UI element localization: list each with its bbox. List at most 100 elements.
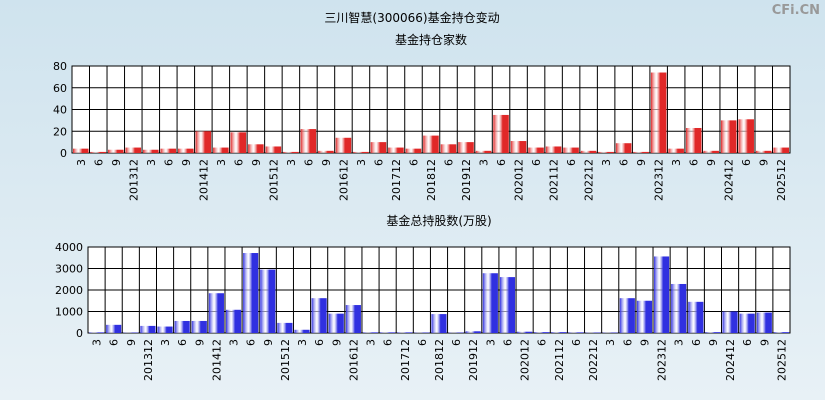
y-tick-label: 40 (53, 104, 67, 117)
bar (773, 148, 789, 153)
bar (126, 148, 142, 153)
x-tick-label: 3 (673, 339, 686, 346)
bar (568, 332, 583, 333)
y-tick-label: 20 (53, 125, 67, 138)
x-tick-label: 6 (245, 339, 258, 346)
x-tick-label: 201712 (390, 159, 403, 201)
x-tick-label: 9 (110, 159, 123, 166)
bar (637, 301, 652, 333)
x-tick-label: 202512 (775, 159, 788, 201)
x-tick-label: 6 (108, 339, 121, 346)
x-tick-label: 9 (320, 159, 333, 166)
bar (231, 132, 247, 153)
x-tick-label: 6 (372, 159, 385, 166)
x-tick-label: 6 (741, 339, 754, 346)
bar (551, 332, 566, 333)
bar (688, 302, 703, 333)
bar (397, 332, 412, 333)
bar (108, 150, 124, 153)
bar (458, 142, 474, 153)
x-tick-label: 202312 (656, 339, 669, 381)
bar (528, 148, 544, 153)
x-tick-label: 202412 (724, 339, 737, 381)
x-tick-label: 6 (232, 159, 245, 166)
x-tick-label: 6 (501, 339, 514, 346)
bar (294, 330, 309, 333)
bar (740, 314, 755, 333)
bar (517, 332, 532, 333)
bar (318, 151, 334, 153)
bar (616, 143, 632, 153)
x-tick-label: 6 (740, 159, 753, 166)
bar (336, 138, 352, 153)
x-tick-label: 202212 (583, 159, 596, 201)
x-tick-label: 6 (382, 339, 395, 346)
bar (476, 151, 492, 153)
bar (161, 149, 177, 153)
x-tick-label: 201812 (433, 339, 446, 381)
x-tick-label: 3 (604, 339, 617, 346)
y-tick-label: 80 (53, 60, 67, 73)
x-tick-label: 6 (536, 339, 549, 346)
bar (721, 120, 737, 153)
x-tick-label: 3 (215, 159, 228, 166)
bar (546, 146, 562, 153)
bar (140, 326, 155, 333)
x-tick-label: 3 (159, 339, 172, 346)
bar (723, 312, 738, 334)
x-tick-label: 6 (313, 339, 326, 346)
bar (277, 323, 292, 333)
bar (563, 148, 579, 153)
bar (423, 136, 439, 153)
y-tick-label: 3000 (55, 263, 83, 276)
x-tick-label: 9 (330, 339, 343, 346)
x-tick-label: 6 (618, 159, 631, 166)
bar (774, 332, 789, 333)
bar (363, 332, 378, 333)
bar (651, 73, 667, 153)
bar (329, 314, 344, 333)
chart-title: 基金持仓家数 (395, 32, 467, 47)
x-tick-label: 202512 (775, 339, 788, 381)
bar (654, 256, 669, 333)
x-tick-label: 201612 (347, 339, 360, 381)
y-tick-label: 60 (53, 82, 67, 95)
x-tick-label: 9 (250, 159, 263, 166)
x-tick-label: 3 (296, 339, 309, 346)
bar (441, 144, 457, 153)
x-tick-label: 202012 (513, 159, 526, 201)
x-tick-label: 3 (365, 339, 378, 346)
x-tick-label: 201812 (425, 159, 438, 201)
x-tick-label: 3 (91, 339, 104, 346)
x-tick-label: 3 (670, 159, 683, 166)
x-tick-label: 6 (302, 159, 315, 166)
bar (283, 152, 299, 153)
bar (581, 151, 597, 153)
bar (157, 327, 172, 333)
x-tick-label: 3 (355, 159, 368, 166)
bar (756, 151, 772, 153)
x-tick-label: 201512 (267, 159, 280, 201)
bar (686, 128, 702, 153)
x-tick-label: 6 (92, 159, 105, 166)
bar (266, 146, 282, 153)
bar (89, 332, 104, 333)
x-tick-label: 9 (125, 339, 138, 346)
bar (143, 150, 159, 153)
x-tick-label: 3 (228, 339, 241, 346)
x-tick-label: 6 (407, 159, 420, 166)
x-tick-label: 6 (450, 339, 463, 346)
x-tick-label: 6 (565, 159, 578, 166)
bar (671, 284, 686, 333)
bar (312, 298, 327, 333)
bar (406, 149, 422, 153)
bar (668, 149, 684, 153)
x-tick-label: 6 (416, 339, 429, 346)
bar (196, 131, 212, 153)
bar (466, 331, 481, 333)
bar (511, 141, 527, 153)
x-tick-label: 6 (443, 159, 456, 166)
x-tick-label: 9 (180, 159, 193, 166)
bar (703, 151, 719, 153)
bar (705, 332, 720, 333)
